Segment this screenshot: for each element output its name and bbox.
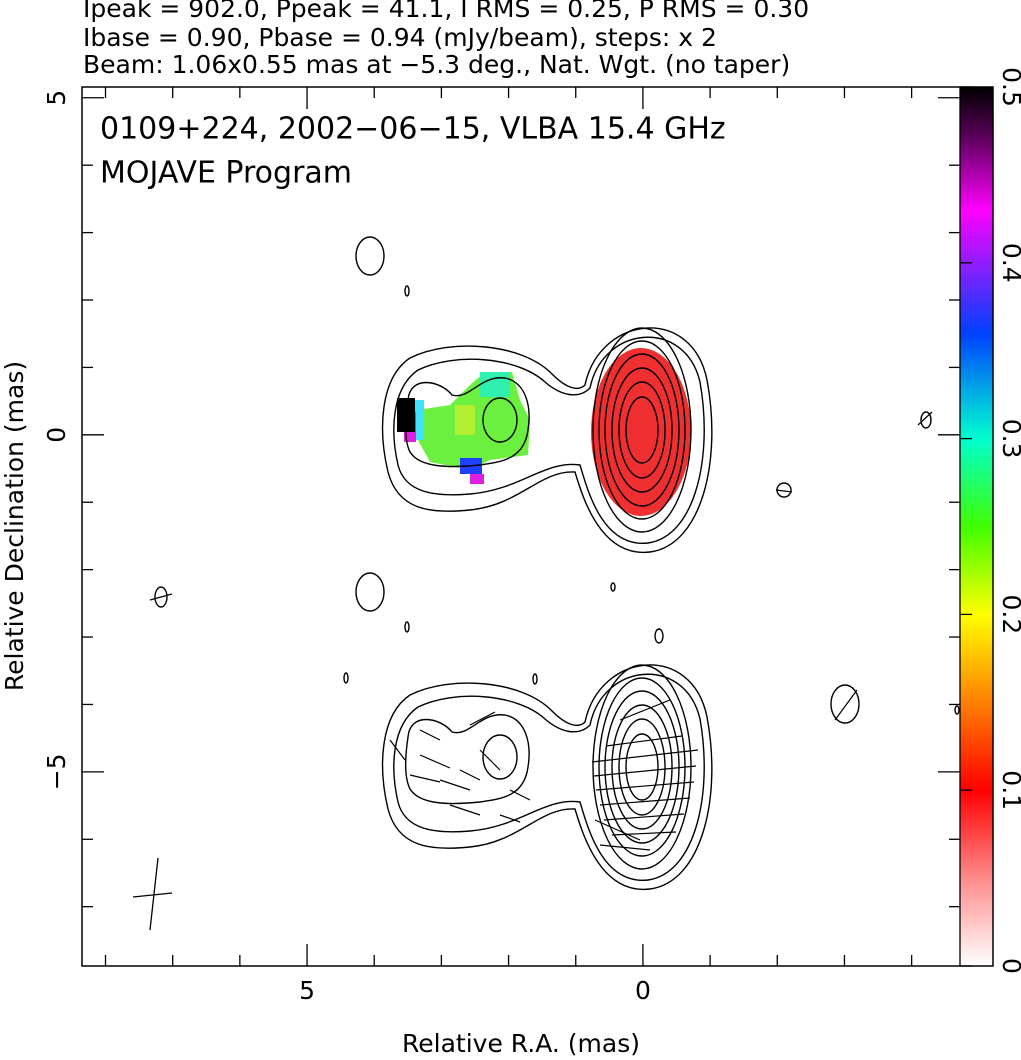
colorbar-tick-label: 0.5	[997, 67, 1021, 107]
x-axis-label: Relative R.A. (mas)	[402, 1029, 640, 1058]
y-tick-label: 0	[42, 427, 71, 443]
colorbar-tick-label: 0.2	[997, 595, 1021, 635]
beam	[132, 857, 173, 931]
annotation: MOJAVE Program	[100, 156, 352, 191]
pol-patch	[480, 372, 510, 397]
pol-patch	[470, 474, 484, 484]
colorbar-tick-label: 0	[997, 958, 1021, 974]
title-block: Ipeak = 902.0, Ppeak = 41.1, I RMS = 0.2…	[83, 0, 809, 79]
y-axis-label: Relative Declination (mas)	[0, 361, 29, 691]
noise-contours	[149, 236, 960, 724]
colorbar	[960, 87, 993, 966]
polarization-map	[132, 236, 960, 931]
colorbar-tick-label: 0.1	[997, 770, 1021, 810]
title-line: Ibase = 0.90, Pbase = 0.94 (mJy/beam), s…	[83, 23, 717, 52]
pol-patch	[455, 405, 475, 435]
pol-ticks	[389, 699, 699, 851]
y-tick-label: 5	[42, 90, 71, 106]
title-line: Ipeak = 902.0, Ppeak = 41.1, I RMS = 0.2…	[83, 0, 809, 23]
title-line: Beam: 1.06x0.55 mas at −5.3 deg., Nat. W…	[83, 50, 790, 79]
y-tick-label: −5	[42, 753, 71, 790]
frame	[81, 86, 994, 967]
pol-patch	[591, 348, 691, 516]
colorbar-tick-label: 0.3	[997, 419, 1021, 459]
x-tick-label: 0	[635, 976, 651, 1005]
annotation: 0109+224, 2002−06−15, VLBA 15.4 GHz	[100, 112, 726, 147]
colorbar-tick-label: 0.4	[997, 243, 1021, 283]
x-tick-label: 5	[299, 976, 315, 1005]
